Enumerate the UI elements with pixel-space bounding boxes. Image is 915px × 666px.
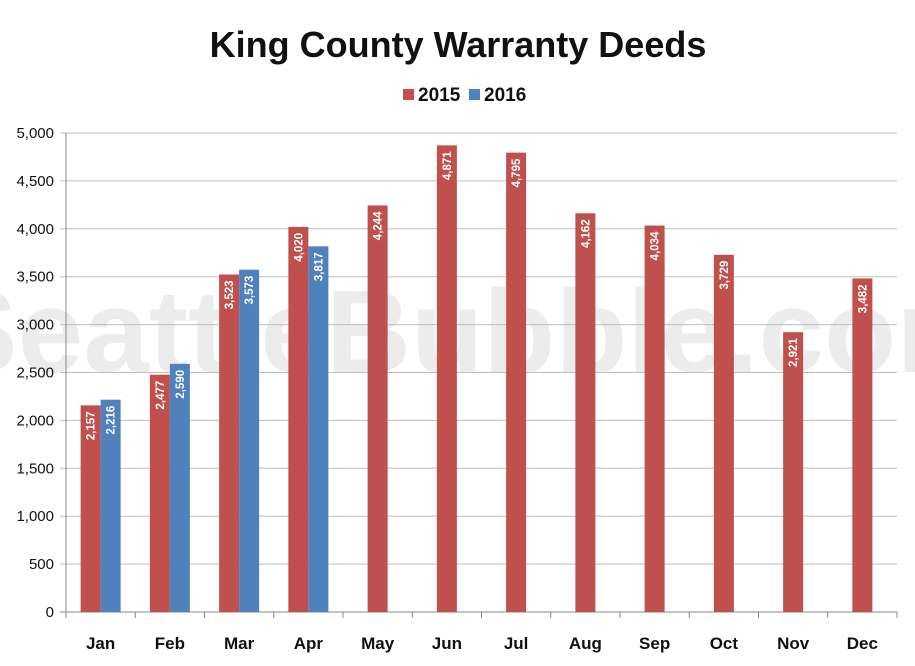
bar-2015-nov [783, 332, 804, 612]
x-tick-label: Apr [294, 634, 324, 653]
x-tick-label: Sep [639, 634, 670, 653]
data-label: 4,871 [442, 151, 454, 180]
x-tick-label: Aug [569, 634, 602, 653]
data-label: 4,162 [580, 219, 592, 248]
y-tick-label: 3,500 [16, 269, 54, 286]
y-tick-label: 0 [46, 604, 54, 621]
y-tick-label: 4,500 [16, 173, 54, 190]
bar-2016-apr [308, 246, 329, 612]
y-tick-label: 500 [29, 556, 54, 573]
legend-swatch-2016 [469, 89, 480, 100]
x-tick-label: Jun [432, 634, 462, 653]
data-labels: 2,157 2,216 2,477 2,590 3,523 3,573 4,020 3,817… [86, 151, 870, 440]
x-tick-label: Oct [710, 634, 739, 653]
legend-label-2016: 2016 [484, 85, 526, 106]
bars [80, 145, 873, 613]
bar-2015-jun [436, 145, 457, 612]
legend: 2015 2016 [403, 85, 526, 106]
bar-2015-mar [219, 274, 240, 612]
x-tick-label: Feb [155, 634, 185, 653]
legend-label-2015: 2015 [418, 85, 461, 106]
x-tick-label: Jul [504, 634, 529, 653]
y-axis: 0 500 1,000 1,500 2,000 2,500 3,000 3,500 4,000 4… [16, 125, 67, 621]
data-label: 2,157 [86, 411, 98, 440]
data-label: 4,244 [373, 211, 385, 240]
y-tick-label: 3,000 [16, 317, 54, 334]
bar-2015-jul [506, 152, 527, 612]
bar-2015-aug [575, 213, 596, 612]
data-label: 3,729 [719, 261, 731, 290]
data-label: 4,034 [650, 231, 662, 260]
data-label: 2,477 [155, 381, 167, 410]
x-tick-label: May [361, 634, 395, 653]
x-tick-label: Jan [86, 634, 115, 653]
bar-2015-may [367, 205, 388, 612]
x-tick-label: Mar [224, 634, 255, 653]
bar-2015-dec [852, 278, 873, 612]
data-label: 3,573 [244, 276, 256, 305]
bar-2015-sep [644, 225, 665, 613]
bar-2015-feb [149, 374, 170, 612]
y-tick-label: 2,000 [16, 412, 54, 429]
y-tick-label: 4,000 [16, 221, 54, 238]
bar-2015-apr [288, 226, 309, 612]
bar-2015-jan [80, 405, 101, 612]
legend-swatch-2015 [403, 89, 414, 100]
y-tick-label: 2,500 [16, 365, 54, 382]
y-tick-label: 5,000 [16, 125, 54, 142]
watermark: SeattleBubble.com [0, 266, 915, 398]
y-tick-label: 1,000 [16, 508, 54, 525]
data-label: 2,921 [788, 338, 800, 367]
x-tick-label: Dec [847, 634, 878, 653]
data-label: 2,590 [175, 370, 187, 399]
data-label: 3,817 [313, 252, 325, 281]
y-tick-label: 1,500 [16, 460, 54, 477]
gridlines [60, 132, 897, 613]
bar-2016-feb [169, 363, 190, 612]
data-label: 2,216 [106, 406, 118, 435]
chart-title: King County Warranty Deeds [210, 24, 707, 65]
bar-2015-oct [713, 254, 734, 613]
data-label: 3,523 [224, 280, 236, 309]
data-label: 4,795 [511, 158, 523, 187]
x-tick-label: Nov [777, 634, 810, 653]
bar-2016-jan [100, 399, 121, 612]
bar-2016-mar [239, 269, 260, 612]
data-label: 3,482 [857, 284, 869, 313]
data-label: 4,020 [293, 233, 305, 262]
x-axis: Jan Feb Mar Apr May Jun Jul Aug Sep Oct Nov Dec [65, 612, 898, 653]
